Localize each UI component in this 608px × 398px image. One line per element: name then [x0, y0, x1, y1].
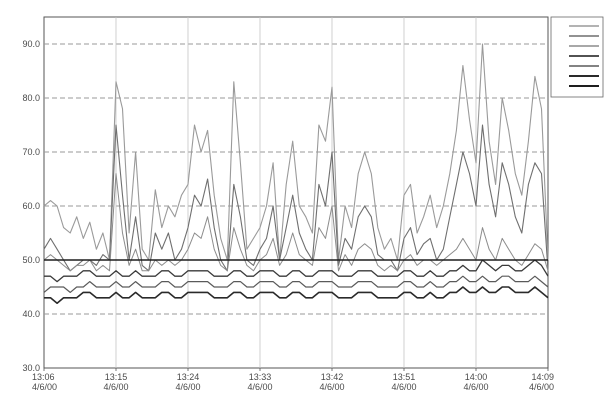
- series-line-5: [43, 275, 549, 293]
- y-tick-label: 90.0: [22, 39, 40, 49]
- x-tick-date-label: 4/6/00: [103, 382, 128, 392]
- series-line-6: [44, 286, 549, 305]
- y-tick-label: 80.0: [22, 93, 40, 103]
- series-line-4: [44, 259, 549, 283]
- x-tick-label: 14:00: [465, 372, 488, 382]
- x-tick-label: 13:42: [321, 372, 344, 382]
- x-tick-date-label: 4/6/00: [391, 382, 416, 392]
- legend-box: [550, 16, 604, 98]
- series-line-1: [43, 43, 549, 261]
- x-tick-label: 13:06: [32, 372, 55, 382]
- x-tick-label: 13:33: [249, 372, 272, 382]
- x-tick-date-label: 4/6/00: [319, 382, 344, 392]
- x-tick-date-label: 4/6/00: [175, 382, 200, 392]
- x-tick-date-label: 4/6/00: [529, 382, 554, 392]
- y-tick-label: 70.0: [22, 147, 40, 157]
- y-tick-label: 30.0: [22, 363, 40, 373]
- x-tick-label: 14:09: [531, 372, 554, 382]
- x-tick-label: 13:51: [393, 372, 416, 382]
- y-tick-label: 60.0: [22, 201, 40, 211]
- plot-frame: [43, 16, 549, 369]
- x-tick-label: 13:24: [177, 372, 200, 382]
- series-line-2: [43, 124, 549, 272]
- x-tick-date-label: 4/6/00: [463, 382, 488, 392]
- x-tick-date-label: 4/6/00: [247, 382, 272, 392]
- y-tick-label: 40.0: [22, 309, 40, 319]
- x-tick-date-label: 4/6/00: [32, 382, 57, 392]
- x-tick-label: 13:15: [105, 372, 128, 382]
- y-tick-label: 50.0: [22, 255, 40, 265]
